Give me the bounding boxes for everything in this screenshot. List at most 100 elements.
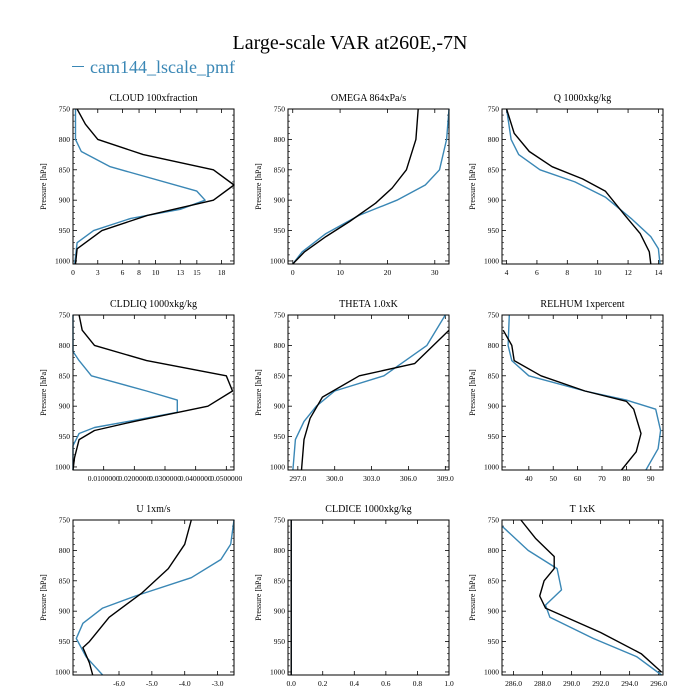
y-tick-label: 900 — [488, 402, 500, 411]
series-line-reference — [502, 329, 642, 471]
x-tick-label: 0 — [291, 268, 295, 277]
y-tick-label: 750 — [59, 516, 71, 525]
legend-line-swatch — [72, 66, 84, 68]
x-tick-label: 13 — [177, 268, 185, 277]
y-axis-label: Pressure [hPa] — [254, 163, 263, 210]
panel-title: CLDLIQ 1000xkg/kg — [110, 299, 197, 310]
series-line-cam144 — [292, 108, 450, 265]
x-tick-label: 8 — [565, 268, 569, 277]
panel-title: RELHUM 1xpercent — [540, 299, 624, 310]
panel-frame — [287, 314, 450, 471]
panel-4: THETA 1.0xK 750 800 850 900 950 1000 Pressure [… — [254, 299, 454, 483]
y-tick-label: 900 — [59, 607, 71, 616]
x-tick-label: 0.0400000 — [180, 474, 212, 483]
y-tick-label: 900 — [274, 607, 286, 616]
x-tick-label: 10 — [336, 268, 344, 277]
x-tick-label: 80 — [623, 474, 631, 483]
y-axis-label: Pressure [hPa] — [39, 163, 48, 210]
x-tick-label: 0.8 — [413, 679, 423, 688]
y-tick-label: 1000 — [270, 667, 285, 676]
x-tick-label: 0.4 — [350, 679, 360, 688]
x-tick-label: 8 — [137, 268, 141, 277]
series-line-reference — [72, 314, 234, 471]
x-tick-label: 0.0300000 — [149, 474, 181, 483]
series-line-reference — [292, 108, 419, 265]
y-tick-label: 800 — [59, 135, 71, 144]
x-tick-label: 10 — [594, 268, 602, 277]
x-tick-label: 14 — [655, 268, 663, 277]
y-axis-label: Pressure [hPa] — [468, 574, 477, 621]
x-tick-label: 0.0100000 — [88, 474, 120, 483]
y-tick-label: 800 — [59, 546, 71, 555]
series-line-reference — [74, 108, 235, 265]
panel-title: Q 1000xkg/kg — [554, 93, 612, 104]
series-line-cam144 — [74, 109, 206, 265]
panel-title: CLOUD 100xfraction — [109, 93, 197, 104]
y-tick-label: 850 — [59, 165, 71, 174]
y-axis-label: Pressure [hPa] — [254, 369, 263, 416]
series-line-reference — [520, 519, 662, 673]
y-tick-label: 900 — [488, 196, 500, 205]
y-tick-label: 800 — [274, 546, 286, 555]
series-line-reference — [82, 519, 192, 676]
y-tick-label: 950 — [59, 432, 71, 441]
panel-title: T 1xK — [570, 504, 596, 515]
y-tick-label: 950 — [488, 637, 500, 646]
y-tick-label: 750 — [488, 516, 500, 525]
y-tick-label: 950 — [274, 432, 286, 441]
x-tick-label: 300.0 — [326, 474, 343, 483]
x-tick-label: 286.0 — [505, 679, 522, 688]
x-tick-label: 309.0 — [437, 474, 454, 483]
x-tick-label: 297.0 — [289, 474, 306, 483]
y-tick-label: 950 — [488, 432, 500, 441]
panel-frame — [72, 519, 235, 676]
x-tick-label: 306.0 — [400, 474, 417, 483]
x-tick-label: 1.0 — [444, 679, 454, 688]
y-tick-label: 750 — [488, 105, 500, 114]
x-tick-label: 12 — [624, 268, 632, 277]
y-tick-label: 850 — [274, 165, 286, 174]
y-tick-label: 850 — [59, 371, 71, 380]
y-axis-label: Pressure [hPa] — [468, 163, 477, 210]
panel-8: T 1xK 750 800 850 900 950 1000 Pressure [hPa] 28… — [468, 504, 667, 688]
panel-title: CLDICE 1000xkg/kg — [325, 504, 411, 515]
x-tick-label: 0.0500000 — [210, 474, 242, 483]
series-line-reference — [300, 329, 450, 471]
y-tick-label: 750 — [274, 516, 286, 525]
y-tick-label: 950 — [274, 226, 286, 235]
y-tick-label: 950 — [274, 637, 286, 646]
y-tick-label: 950 — [59, 226, 71, 235]
legend: cam144_lscale_pmf — [72, 57, 235, 78]
y-tick-label: 950 — [488, 226, 500, 235]
x-tick-label: 290.0 — [563, 679, 580, 688]
panel-frame — [72, 108, 235, 265]
x-tick-label: 18 — [218, 268, 226, 277]
y-tick-label: 900 — [59, 402, 71, 411]
x-tick-label: -6.0 — [113, 679, 125, 688]
y-tick-label: 750 — [274, 311, 286, 320]
y-tick-label: 850 — [274, 371, 286, 380]
y-tick-label: 1000 — [484, 667, 499, 676]
y-axis-label: Pressure [hPa] — [39, 369, 48, 416]
x-tick-label: 0.0 — [286, 679, 296, 688]
x-tick-label: 303.0 — [363, 474, 380, 483]
x-tick-label: 3 — [96, 268, 100, 277]
y-tick-label: 750 — [274, 105, 286, 114]
panel-3: CLDLIQ 1000xkg/kg 750 800 850 900 950 1000 Pres… — [39, 299, 243, 483]
y-tick-label: 800 — [59, 341, 71, 350]
panel-title: OMEGA 864xPa/s — [331, 93, 406, 104]
panel-6: U 1xm/s 750 800 850 900 950 1000 Pressure [hPa]… — [39, 504, 235, 688]
y-tick-label: 800 — [274, 341, 286, 350]
panel-frame — [287, 108, 450, 265]
y-tick-label: 850 — [274, 576, 286, 585]
x-tick-label: 4 — [505, 268, 509, 277]
y-tick-label: 1000 — [55, 462, 70, 471]
panel-frame — [287, 519, 450, 676]
x-tick-label: -5.0 — [146, 679, 158, 688]
y-tick-label: 850 — [59, 576, 71, 585]
y-tick-label: 900 — [488, 607, 500, 616]
x-tick-label: 6 — [121, 268, 125, 277]
y-tick-label: 800 — [488, 546, 500, 555]
y-tick-label: 850 — [488, 576, 500, 585]
y-axis-label: Pressure [hPa] — [39, 574, 48, 621]
